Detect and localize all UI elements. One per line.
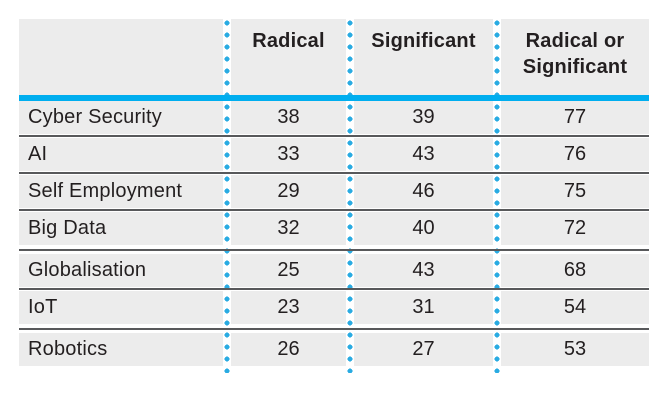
cell-radical-or-significant: 75 [501, 175, 649, 208]
row-label: Cyber Security [19, 101, 223, 134]
cell-radical-or-significant: 76 [501, 138, 649, 171]
column-header-significant: Significant [354, 19, 493, 95]
table-row-iot: IoT 23 31 54 [19, 291, 649, 324]
row-label: Self Employment [19, 175, 223, 208]
row-label: Robotics [19, 333, 223, 366]
cell-significant: 27 [354, 333, 493, 366]
cell-significant: 39 [354, 101, 493, 134]
cell-radical: 25 [231, 254, 346, 287]
row-separator [19, 171, 649, 175]
table-row-ai: AI 33 43 76 [19, 138, 649, 171]
cell-significant: 43 [354, 254, 493, 287]
header-row: Radical Significant Radical or Significa… [19, 19, 649, 95]
cell-radical-or-significant: 77 [501, 101, 649, 134]
header-rule [19, 95, 649, 101]
cell-radical: 23 [231, 291, 346, 324]
header-empty-cell [19, 19, 223, 95]
row-separator [19, 287, 649, 291]
cell-radical-or-significant: 53 [501, 333, 649, 366]
cell-radical: 29 [231, 175, 346, 208]
row-separator-wide [19, 324, 649, 333]
dotted-column-divider-2 [346, 19, 354, 373]
cell-radical: 32 [231, 212, 346, 245]
table-row-cyber-security: Cyber Security 38 39 77 [19, 101, 649, 134]
row-label: Big Data [19, 212, 223, 245]
cell-significant: 31 [354, 291, 493, 324]
row-separator-wide [19, 245, 649, 254]
table-row-self-employment: Self Employment 29 46 75 [19, 175, 649, 208]
row-label: Globalisation [19, 254, 223, 287]
table-row-robotics: Robotics 26 27 53 [19, 333, 649, 366]
cell-radical: 26 [231, 333, 346, 366]
dotted-column-divider-3 [493, 19, 501, 373]
innovation-impact-table: Radical Significant Radical or Significa… [19, 19, 649, 373]
cell-radical-or-significant: 54 [501, 291, 649, 324]
cell-significant: 40 [354, 212, 493, 245]
column-header-radical: Radical [231, 19, 346, 95]
row-separator [19, 208, 649, 212]
dotted-column-divider-1 [223, 19, 231, 373]
table-row-globalisation: Globalisation 25 43 68 [19, 254, 649, 287]
cell-significant: 46 [354, 175, 493, 208]
cell-significant: 43 [354, 138, 493, 171]
row-separator [19, 134, 649, 138]
cell-radical: 33 [231, 138, 346, 171]
cell-radical-or-significant: 68 [501, 254, 649, 287]
table-row-big-data: Big Data 32 40 72 [19, 212, 649, 245]
cell-radical: 38 [231, 101, 346, 134]
row-label: IoT [19, 291, 223, 324]
row-label: AI [19, 138, 223, 171]
cell-radical-or-significant: 72 [501, 212, 649, 245]
column-header-radical-or-significant: Radical or Significant [501, 19, 649, 95]
